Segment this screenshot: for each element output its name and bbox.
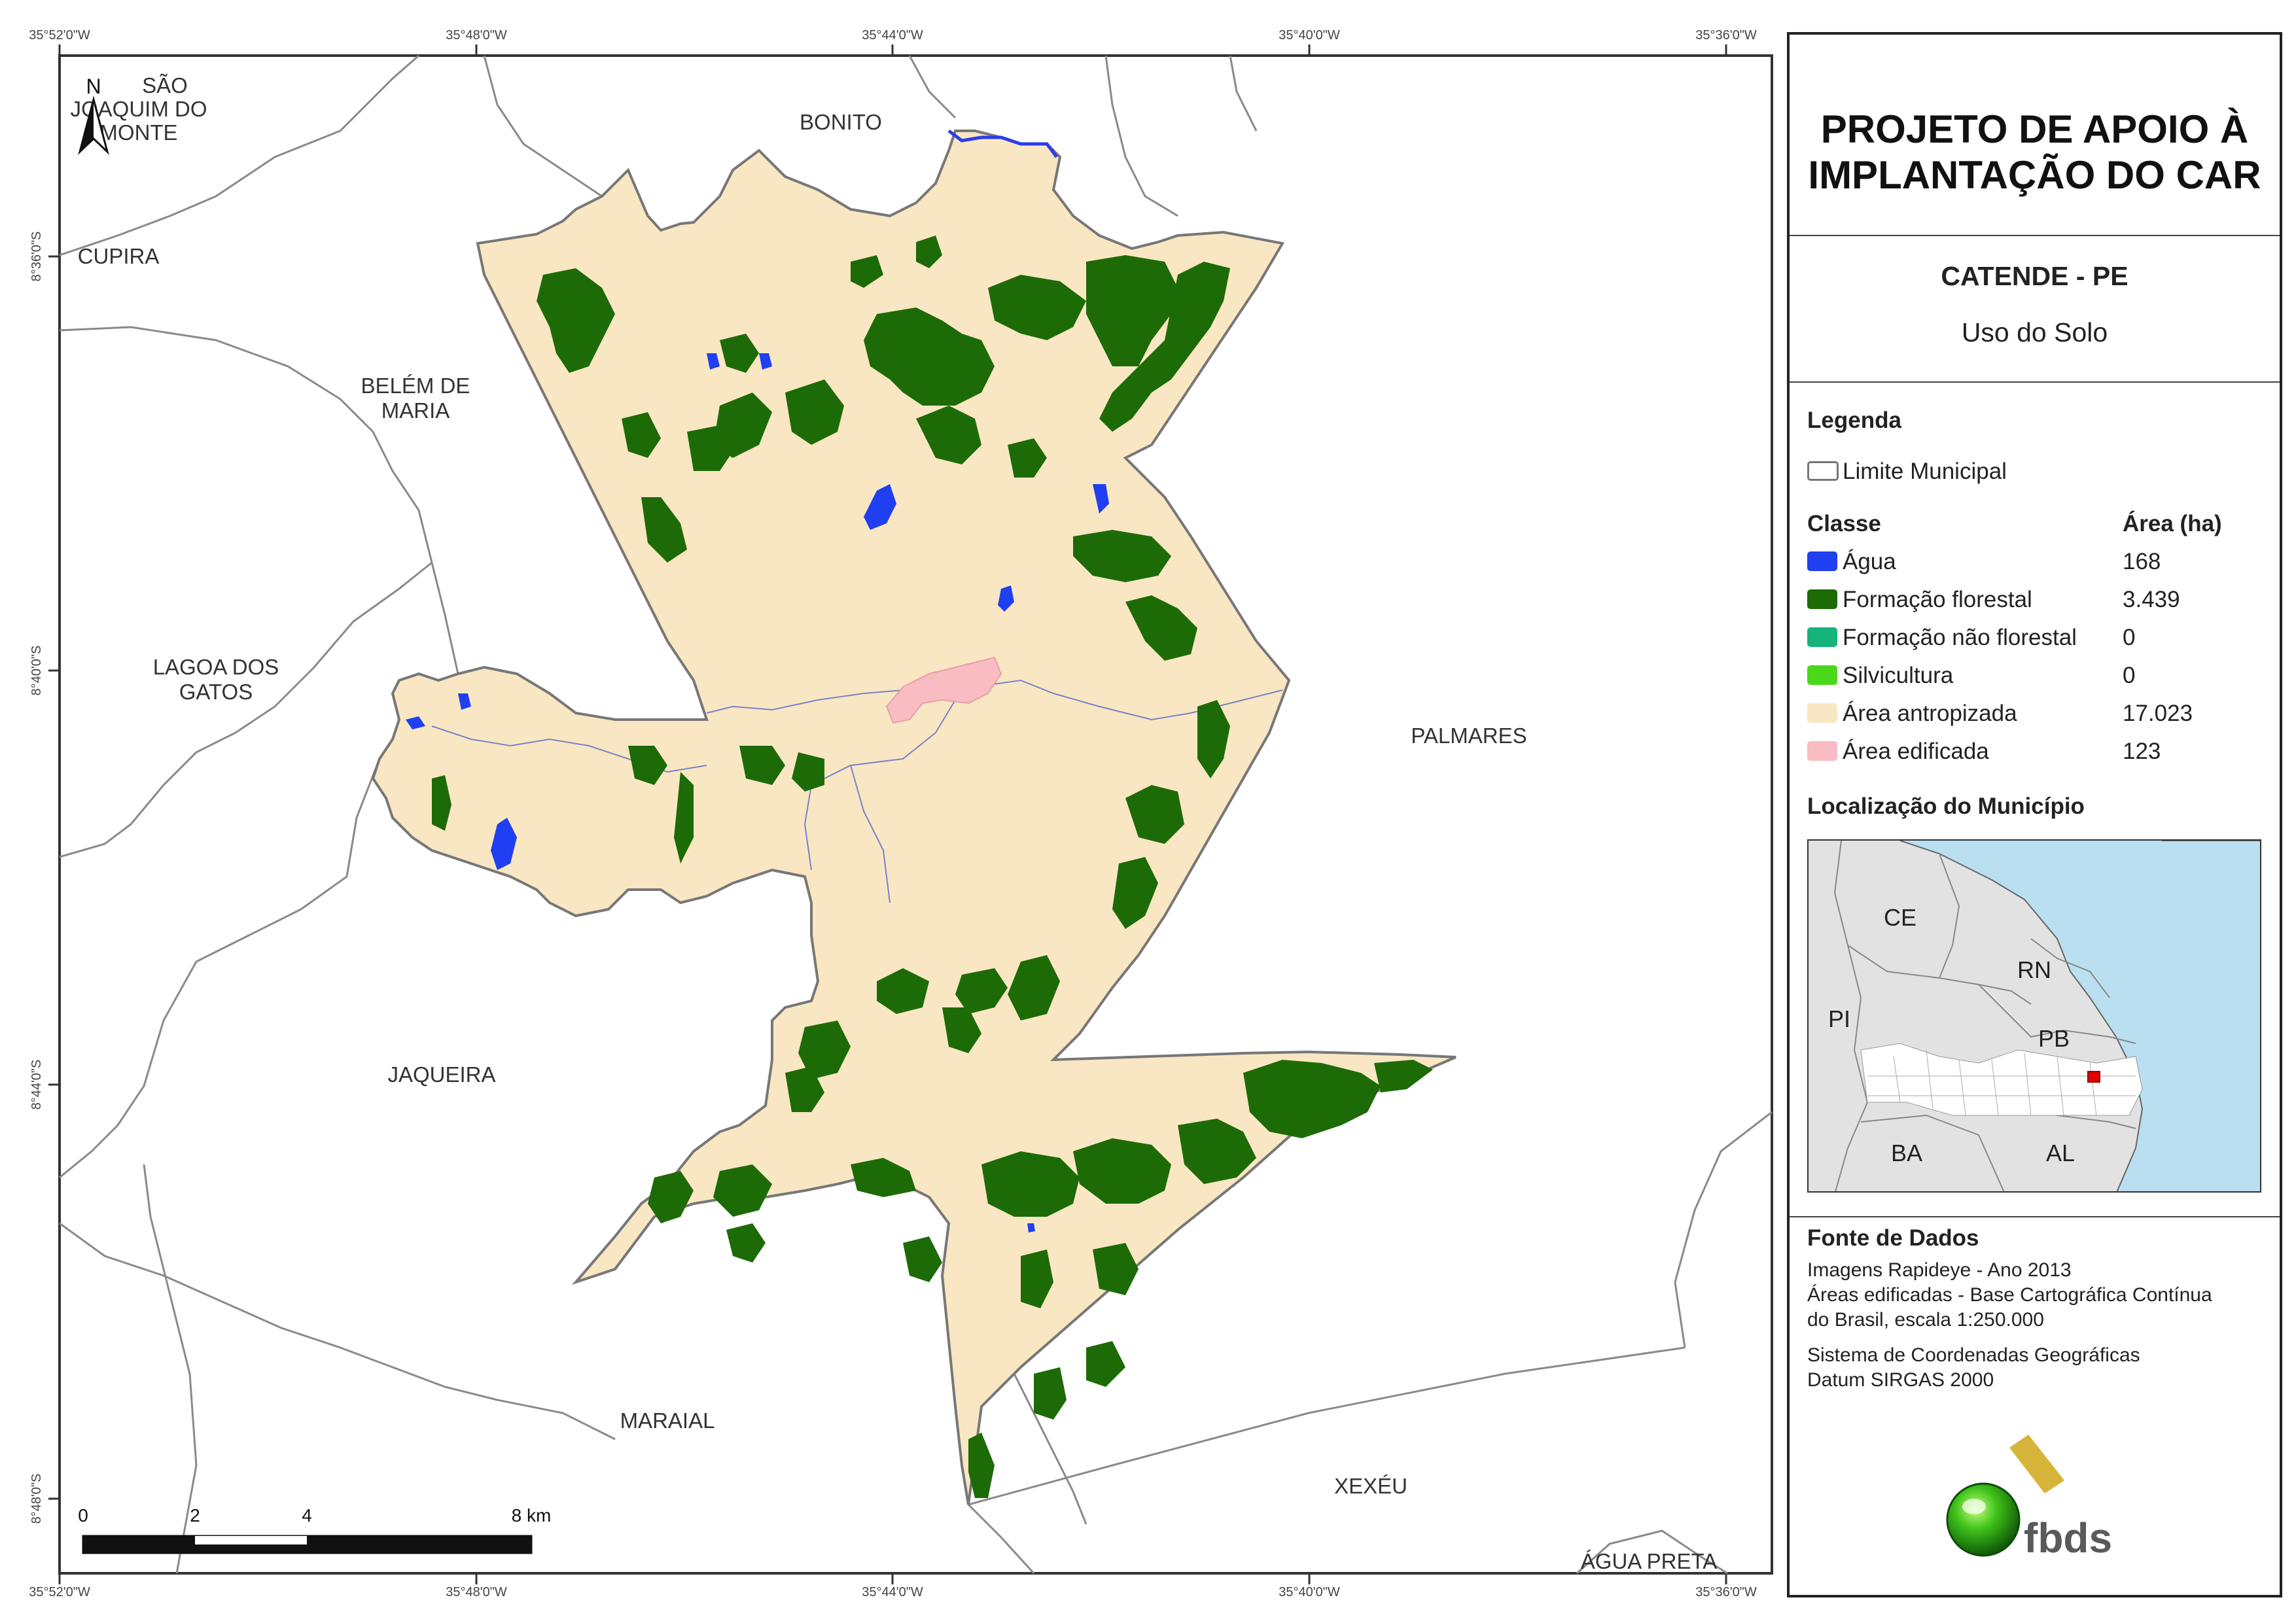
project-title: PROJETO DE APOIO À IMPLANTAÇÃO DO CAR bbox=[1790, 107, 2280, 198]
forest-swatch bbox=[1807, 589, 1837, 609]
scale-label-0: 0 bbox=[78, 1505, 88, 1526]
divider bbox=[1790, 235, 2280, 236]
coord-top-2: 35°48'0"W bbox=[446, 28, 507, 43]
class-area: 0 bbox=[2123, 625, 2136, 650]
inset-label-pb: PB bbox=[2038, 1025, 2070, 1052]
limit-swatch bbox=[1807, 461, 1839, 481]
water-swatch bbox=[1807, 551, 1837, 571]
coord-top-5: 35°36'0"W bbox=[1695, 28, 1757, 43]
neighbor-boundaries bbox=[59, 54, 1773, 1575]
class-name: Silvicultura bbox=[1843, 663, 1954, 688]
map-frame: 35°52'0"W 35°48'0"W 35°44'0"W 35°40'0"W … bbox=[0, 0, 1780, 1623]
source-spacer bbox=[1807, 1333, 2280, 1343]
area-header: Área (ha) bbox=[2123, 511, 2222, 536]
forest-patches bbox=[432, 236, 1433, 1498]
coord-bottom-4: 35°40'0"W bbox=[1279, 1585, 1340, 1599]
class-name: Formação não florestal bbox=[1843, 625, 2077, 650]
anthropized-swatch bbox=[1807, 703, 1837, 723]
class-area: 0 bbox=[2123, 663, 2136, 688]
class-name: Área antropizada bbox=[1843, 701, 2017, 726]
class-name: Água bbox=[1843, 549, 1896, 574]
class-area: 3.439 bbox=[2123, 587, 2180, 612]
class-name: Área edificada bbox=[1843, 739, 1989, 764]
coord-top-1: 35°52'0"W bbox=[29, 28, 90, 43]
class-header: Classe bbox=[1807, 511, 1881, 536]
inset-label-rn: RN bbox=[2017, 956, 2051, 983]
label-lagoa-1: LAGOA DOS bbox=[153, 655, 279, 679]
built-swatch bbox=[1807, 741, 1837, 761]
label-sao-joaquim-1: SÃO bbox=[142, 73, 188, 97]
svg-text:N: N bbox=[86, 75, 101, 98]
scale-label-8: 8 km bbox=[512, 1505, 552, 1526]
limit-label: Limite Municipal bbox=[1843, 459, 2007, 484]
source-line: Sistema de Coordenadas Geográficas bbox=[1807, 1344, 2140, 1366]
logo-text: fbds bbox=[2024, 1514, 2112, 1562]
coord-lat-2: 8°40'0"S bbox=[29, 646, 44, 696]
label-agua-preta: ÁGUA PRETA bbox=[1581, 1549, 1717, 1573]
coord-bottom-2: 35°48'0"W bbox=[446, 1585, 507, 1599]
divider bbox=[1790, 1216, 2280, 1217]
scale-bar: 0 2 4 8 km bbox=[78, 1505, 552, 1554]
inset-label-ba: BA bbox=[1891, 1140, 1922, 1166]
source-line: Datum SIRGAS 2000 bbox=[1807, 1369, 1994, 1391]
coord-bottom-1: 35°52'0"W bbox=[29, 1585, 90, 1599]
coord-bottom-5: 35°36'0"W bbox=[1695, 1585, 1757, 1599]
logo-globe-icon bbox=[1946, 1482, 2021, 1557]
class-name: Formação florestal bbox=[1843, 587, 2032, 612]
coord-lat-1: 8°36'0"S bbox=[29, 232, 44, 282]
label-sao-joaquim-3: MONTE bbox=[99, 120, 177, 145]
inset-label-al: AL bbox=[2046, 1140, 2075, 1166]
divider bbox=[1790, 381, 2280, 383]
source-text: Imagens Rapideye - Ano 2013 Áreas edific… bbox=[1790, 1258, 2280, 1393]
logo-pencil-icon bbox=[2009, 1435, 2064, 1493]
class-area: 168 bbox=[2123, 549, 2161, 574]
fbds-logo: fbds bbox=[1790, 1422, 2280, 1579]
project-title-line-1: PROJETO DE APOIO À bbox=[1820, 107, 2249, 151]
graticule-ticks bbox=[48, 44, 1727, 1584]
source-line: Imagens Rapideye - Ano 2013 bbox=[1807, 1259, 2072, 1281]
nonforest-swatch bbox=[1807, 627, 1837, 647]
catende-location-marker bbox=[2087, 1071, 2100, 1083]
label-belem-2: MARIA bbox=[381, 398, 450, 423]
scale-label-4: 4 bbox=[302, 1505, 312, 1526]
label-palmares: PALMARES bbox=[1411, 724, 1527, 748]
label-cupira: CUPIRA bbox=[78, 244, 160, 268]
label-bonito: BONITO bbox=[800, 110, 882, 134]
source-title: Fonte de Dados bbox=[1807, 1225, 1979, 1251]
legend-panel: PROJETO DE APOIO À IMPLANTAÇÃO DO CAR CA… bbox=[1787, 32, 2282, 1597]
coord-top-4: 35°40'0"W bbox=[1279, 28, 1340, 43]
source-line: Áreas edificadas - Base Cartográfica Con… bbox=[1807, 1284, 2212, 1306]
source-line: do Brasil, escala 1:250.000 bbox=[1807, 1309, 2044, 1331]
silviculture-swatch bbox=[1807, 665, 1837, 685]
class-area: 123 bbox=[2123, 739, 2161, 764]
map-canvas[interactable]: 35°52'0"W 35°48'0"W 35°44'0"W 35°40'0"W … bbox=[0, 0, 1780, 1623]
class-area: 17.023 bbox=[2123, 701, 2193, 726]
inset-label-pi: PI bbox=[1828, 1005, 1850, 1032]
coord-lat-4: 8°48'0"S bbox=[29, 1474, 44, 1524]
label-xexeu: XEXÉU bbox=[1334, 1474, 1407, 1498]
label-maraial: MARAIAL bbox=[620, 1408, 715, 1433]
municipality-name: CATENDE - PE bbox=[1941, 261, 2128, 291]
urban-area-catende[interactable] bbox=[885, 656, 1002, 724]
river-bonito bbox=[947, 130, 1058, 158]
legend-title: Legenda bbox=[1807, 408, 1901, 433]
location-title: Localização do Município bbox=[1807, 794, 2085, 819]
location-inset-map[interactable]: CE RN PI PB BA AL bbox=[1807, 839, 2261, 1193]
coord-lat-3: 8°44'0"S bbox=[29, 1060, 44, 1110]
project-title-line-2: IMPLANTAÇÃO DO CAR bbox=[1808, 153, 2261, 197]
map-subtitle: Uso do Solo bbox=[1961, 317, 2108, 347]
inset-label-ce: CE bbox=[1884, 904, 1916, 931]
label-lagoa-2: GATOS bbox=[179, 680, 253, 704]
coord-top-3: 35°44'0"W bbox=[862, 28, 923, 43]
scale-label-2: 2 bbox=[190, 1505, 200, 1526]
label-jaqueira: JAQUEIRA bbox=[387, 1062, 495, 1087]
water-bodies bbox=[406, 353, 1109, 1232]
north-arrow-icon: N bbox=[78, 75, 109, 155]
label-belem-1: BELÉM DE bbox=[361, 374, 470, 398]
coord-bottom-3: 35°44'0"W bbox=[862, 1585, 923, 1599]
